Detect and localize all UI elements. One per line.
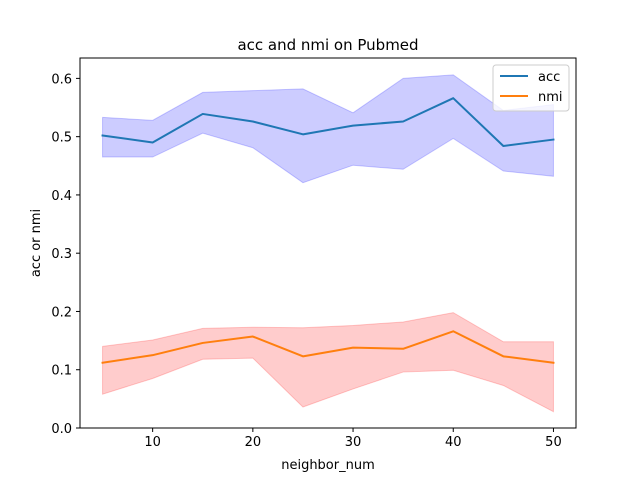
- line-acc: [101, 97, 555, 147]
- y-axis: 0.0 0.1 0.2 0.3 0.4 0.5 0.6: [51, 72, 80, 437]
- y-tick-label: 0.2: [51, 305, 72, 320]
- y-tick-label: 0.4: [51, 189, 72, 204]
- legend-label-nmi: nmi: [538, 90, 563, 105]
- y-tick-label: 0.6: [51, 72, 72, 87]
- x-tick-label: 40: [445, 435, 462, 450]
- y-tick-label: 0.0: [51, 422, 72, 437]
- y-tick-label: 0.3: [51, 247, 72, 262]
- x-axis-label: neighbor_num: [281, 458, 375, 473]
- confidence-bands: [102, 74, 554, 413]
- x-tick-label: 20: [245, 435, 262, 450]
- legend: acc nmi: [492, 64, 570, 112]
- plot-area: [79, 57, 577, 429]
- plot-background: [80, 58, 576, 428]
- line-nmi: [101, 330, 555, 364]
- chart-title: acc and nmi on Pubmed: [237, 36, 418, 54]
- y-tick-label: 0.1: [51, 364, 72, 379]
- x-tick-label: 30: [345, 435, 362, 450]
- series-lines: [101, 97, 555, 364]
- x-tick-label: 50: [545, 435, 562, 450]
- legend-label-acc: acc: [538, 70, 560, 85]
- band-nmi: [102, 312, 554, 413]
- y-tick-label: 0.5: [51, 131, 72, 146]
- x-axis: 10 20 30 40 50: [144, 428, 562, 450]
- plot-frame: [79, 57, 577, 429]
- x-tick-label: 10: [144, 435, 161, 450]
- y-axis-label: acc or nmi: [29, 209, 44, 277]
- band-acc: [102, 74, 554, 184]
